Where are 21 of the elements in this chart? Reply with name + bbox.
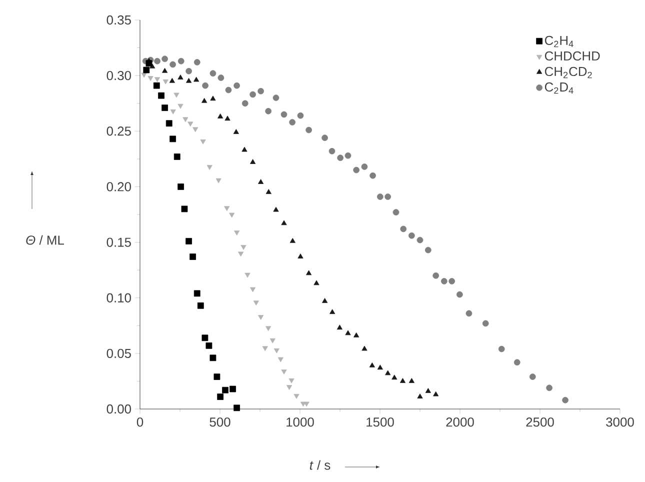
legend-label: C$_{2}$D$_{4}$: [544, 82, 574, 94]
y-tick-label: 0.15: [106, 238, 131, 247]
x-tick-label: 2000: [446, 418, 474, 427]
x-tick-label: 2500: [526, 418, 554, 427]
x-tick-label: 1000: [286, 418, 314, 427]
legend-label: CH$_{2}$CD$_{2}$: [544, 66, 592, 78]
x-tick-label: 500: [210, 418, 230, 427]
x-tick-label: 0: [136, 418, 144, 427]
legend-label: CHDCHD: [544, 51, 600, 61]
y-axis-title: Θ / ML: [26, 235, 64, 245]
legend-label: C$_{2}$H$_{4}$: [544, 36, 574, 48]
y-tick-label: 0.10: [106, 293, 131, 302]
y-tick-label: 0.05: [106, 348, 131, 358]
x-axis-title: t / s: [310, 460, 330, 470]
x-tick-label: 3000: [606, 418, 634, 427]
x-tick-label: 1500: [366, 418, 394, 427]
y-tick-label: 0.30: [106, 70, 131, 80]
y-tick-label: 0.25: [106, 126, 131, 136]
y-tick-label: 0.35: [106, 15, 131, 25]
y-tick-label: 0.00: [106, 404, 131, 414]
y-tick-label: 0.20: [106, 182, 131, 192]
